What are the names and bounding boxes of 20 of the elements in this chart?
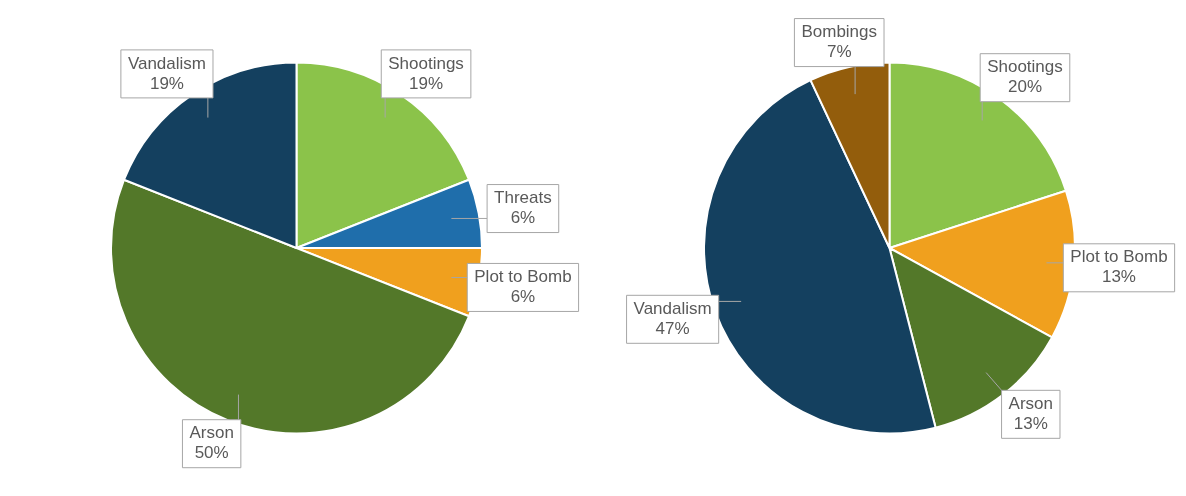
slice-label: Shootings	[987, 57, 1063, 77]
slice-label: Threats	[494, 188, 552, 208]
data-label: 6%	[510, 287, 536, 307]
slice-label: Plot to Bomb	[1070, 247, 1168, 267]
data-label: 47%	[655, 318, 690, 338]
data-label: 7%	[826, 42, 852, 62]
slice-label: Vandalism	[127, 53, 206, 73]
slice-label: Vandalism	[633, 298, 712, 318]
slice-label: Arson	[1008, 394, 1053, 414]
data-label: 13%	[1101, 267, 1136, 287]
data-label: 20%	[1007, 77, 1042, 97]
data-label: 50%	[194, 443, 229, 463]
data-label: 13%	[1013, 414, 1048, 434]
slice-label: Shootings	[388, 53, 464, 73]
slice-label: Bombings	[801, 22, 878, 42]
slice-label: Plot to Bomb	[474, 267, 572, 287]
data-label: 6%	[510, 208, 536, 228]
data-label: 19%	[149, 73, 184, 93]
slice-label: Arson	[189, 423, 234, 443]
data-label: 19%	[409, 73, 444, 93]
